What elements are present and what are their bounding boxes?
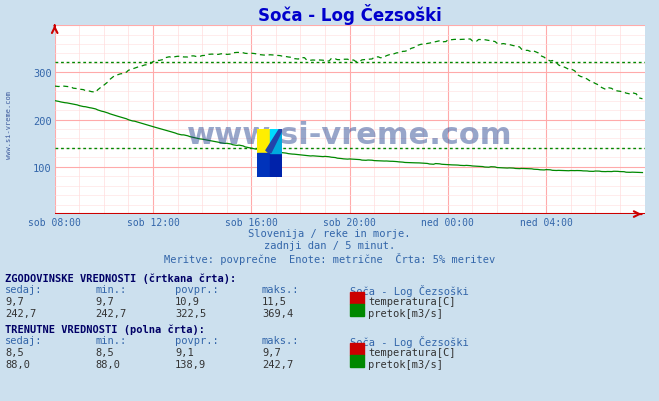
- Title: Soča - Log Čezsoški: Soča - Log Čezsoški: [258, 4, 442, 24]
- Text: Meritve: povprečne  Enote: metrične  Črta: 5% meritev: Meritve: povprečne Enote: metrične Črta:…: [164, 253, 495, 264]
- Text: www.si-vreme.com: www.si-vreme.com: [187, 121, 512, 150]
- Text: 9,7: 9,7: [262, 347, 281, 357]
- Text: povpr.:: povpr.:: [175, 335, 219, 345]
- Text: maks.:: maks.:: [262, 284, 299, 294]
- Text: 10,9: 10,9: [175, 296, 200, 306]
- Text: 369,4: 369,4: [262, 308, 293, 318]
- Bar: [350, 292, 364, 304]
- Text: 11,5: 11,5: [262, 296, 287, 306]
- Text: Soča - Log Čezsoški: Soča - Log Čezsoški: [350, 284, 469, 296]
- Text: 138,9: 138,9: [175, 359, 206, 369]
- Bar: [270, 129, 282, 153]
- Text: TRENUTNE VREDNOSTI (polna črta):: TRENUTNE VREDNOSTI (polna črta):: [5, 323, 205, 334]
- Text: Slovenija / reke in morje.: Slovenija / reke in morje.: [248, 229, 411, 239]
- Bar: [350, 355, 364, 367]
- Text: pretok[m3/s]: pretok[m3/s]: [368, 359, 443, 369]
- Bar: [257, 153, 270, 177]
- Text: 88,0: 88,0: [95, 359, 120, 369]
- Text: 9,7: 9,7: [5, 296, 24, 306]
- Polygon shape: [266, 129, 282, 153]
- Text: pretok[m3/s]: pretok[m3/s]: [368, 308, 443, 318]
- Text: ZGODOVINSKE VREDNOSTI (črtkana črta):: ZGODOVINSKE VREDNOSTI (črtkana črta):: [5, 272, 236, 283]
- Bar: [257, 129, 270, 153]
- Polygon shape: [270, 129, 282, 153]
- Text: 9,7: 9,7: [95, 296, 114, 306]
- Text: 8,5: 8,5: [95, 347, 114, 357]
- Bar: [350, 343, 364, 355]
- Text: 322,5: 322,5: [175, 308, 206, 318]
- Text: sedaj:: sedaj:: [5, 284, 42, 294]
- Text: zadnji dan / 5 minut.: zadnji dan / 5 minut.: [264, 241, 395, 251]
- Text: povpr.:: povpr.:: [175, 284, 219, 294]
- Text: sedaj:: sedaj:: [5, 335, 42, 345]
- Text: min.:: min.:: [95, 284, 127, 294]
- Text: 8,5: 8,5: [5, 347, 24, 357]
- Bar: [350, 304, 364, 316]
- Text: maks.:: maks.:: [262, 335, 299, 345]
- Text: Soča - Log Čezsoški: Soča - Log Čezsoški: [350, 335, 469, 347]
- Text: temperatura[C]: temperatura[C]: [368, 296, 455, 306]
- Text: min.:: min.:: [95, 335, 127, 345]
- Polygon shape: [270, 153, 282, 177]
- Text: www.si-vreme.com: www.si-vreme.com: [5, 90, 12, 158]
- Text: 88,0: 88,0: [5, 359, 30, 369]
- Text: 9,1: 9,1: [175, 347, 194, 357]
- Text: 242,7: 242,7: [5, 308, 36, 318]
- Text: temperatura[C]: temperatura[C]: [368, 347, 455, 357]
- Text: 242,7: 242,7: [262, 359, 293, 369]
- Text: 242,7: 242,7: [95, 308, 127, 318]
